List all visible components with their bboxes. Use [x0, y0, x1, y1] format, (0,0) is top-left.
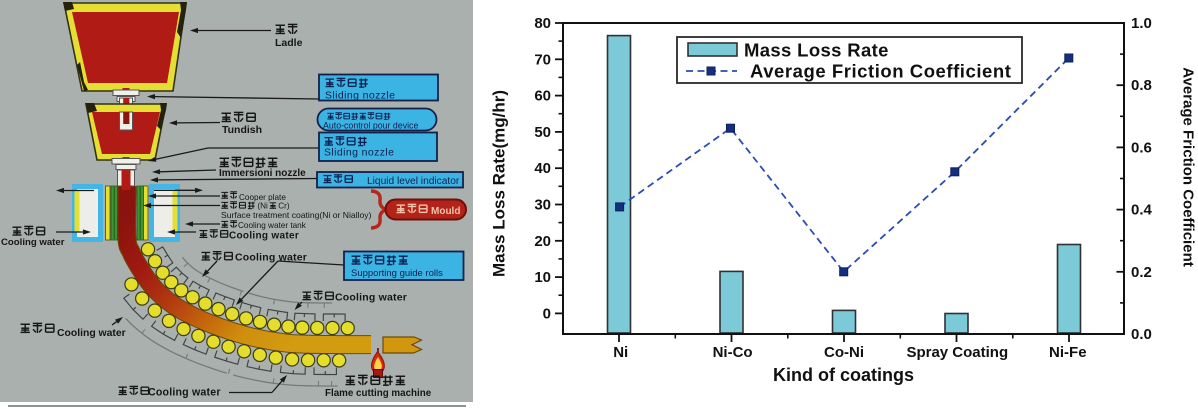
svg-text:Ni-Fe: Ni-Fe	[1049, 344, 1087, 361]
svg-text:Surface treatment coating(Ni o: Surface treatment coating(Ni or Nialloy)	[221, 210, 372, 220]
svg-text:Average Friction Coefficient: Average Friction Coefficient	[750, 61, 1011, 82]
svg-text:1.0: 1.0	[1131, 15, 1152, 32]
svg-text:0.6: 0.6	[1131, 139, 1152, 156]
svg-text:30: 30	[534, 197, 551, 214]
svg-text:Cooling water: Cooling water	[335, 292, 407, 304]
svg-text:Ni-Co: Ni-Co	[713, 344, 753, 361]
svg-text:Cr): Cr)	[278, 202, 290, 211]
svg-text:60: 60	[534, 88, 551, 105]
svg-text:0.0: 0.0	[1131, 326, 1152, 343]
svg-text:(Ni: (Ni	[257, 202, 268, 211]
svg-text:Kind of coatings: Kind of coatings	[773, 365, 914, 385]
svg-text:0.8: 0.8	[1131, 77, 1152, 94]
svg-text:Cooling water: Cooling water	[229, 231, 299, 242]
svg-text:Cooling water: Cooling water	[148, 386, 221, 398]
svg-text:Mass Loss Rate: Mass Loss Rate	[744, 40, 889, 61]
svg-text:Cooling water: Cooling water	[1, 237, 65, 248]
svg-text:Tundish: Tundish	[222, 124, 262, 136]
svg-text:Co-Ni: Co-Ni	[824, 344, 864, 361]
svg-text:Sliding nozzle: Sliding nozzle	[324, 147, 394, 159]
svg-text:0: 0	[543, 305, 551, 322]
svg-text:Supporting guide rolls: Supporting guide rolls	[351, 268, 443, 279]
svg-text:Liquid level indicator: Liquid level indicator	[367, 176, 460, 187]
svg-text:Sliding nozzle: Sliding nozzle	[325, 89, 395, 101]
svg-text:Mould: Mould	[431, 206, 460, 217]
svg-text:Spray Coating: Spray Coating	[906, 344, 1008, 361]
svg-text:Immersioni nozzle: Immersioni nozzle	[219, 168, 306, 179]
svg-text:40: 40	[534, 160, 551, 177]
svg-text:0.2: 0.2	[1131, 264, 1152, 281]
svg-text:80: 80	[534, 15, 551, 32]
svg-text:Auto-control pour device: Auto-control pour device	[323, 121, 418, 131]
svg-text:Flame cutting machine: Flame cutting machine	[325, 388, 432, 399]
svg-text:20: 20	[534, 233, 551, 250]
svg-text:Mass Loss Rate(mg/hr): Mass Loss Rate(mg/hr)	[490, 90, 509, 277]
svg-text:Average Friction Coefficient: Average Friction Coefficient	[1180, 67, 1197, 266]
svg-text:Cooling water: Cooling water	[235, 251, 307, 263]
svg-text:Ni: Ni	[613, 344, 628, 361]
svg-text:Ladle: Ladle	[275, 37, 303, 49]
svg-text:10: 10	[534, 269, 551, 286]
svg-text:0.4: 0.4	[1131, 202, 1153, 219]
svg-text:Cooling water: Cooling water	[57, 328, 126, 339]
svg-text:Cooper plate: Cooper plate	[239, 193, 286, 202]
svg-text:50: 50	[534, 124, 551, 141]
svg-text:70: 70	[534, 51, 551, 68]
svg-text:Cooling water tank: Cooling water tank	[238, 221, 307, 230]
